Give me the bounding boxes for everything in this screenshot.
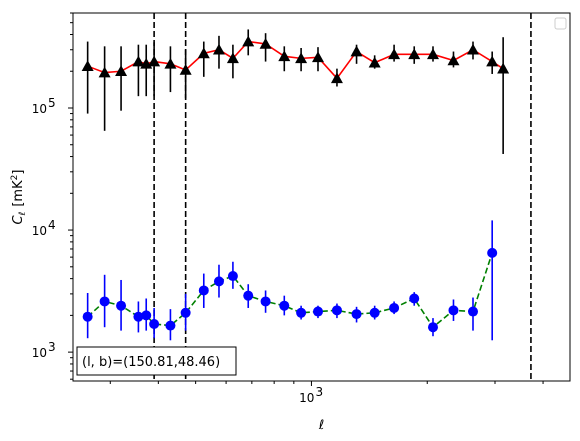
data-point-circle: [389, 302, 400, 313]
data-point-triangle: [226, 52, 239, 64]
data-point-circle: [409, 293, 420, 304]
data-point-triangle: [447, 54, 460, 66]
data-point-triangle: [278, 50, 291, 62]
data-point-triangle: [212, 43, 225, 55]
data-point-circle: [227, 271, 238, 282]
y-axis-label-unit: [mK: [11, 180, 26, 207]
data-point-triangle: [295, 52, 308, 64]
data-point-triangle: [368, 56, 381, 68]
data-point-triangle: [350, 45, 363, 57]
axis-ticks: 10 310 410 510 3: [32, 12, 544, 405]
data-point-triangle: [466, 43, 479, 55]
vertical-lines: [153, 13, 532, 381]
data-point-circle: [133, 311, 144, 322]
y-axis-label-unit-close: ]: [11, 170, 26, 175]
data-point-circle: [198, 285, 209, 296]
data-point-circle: [369, 307, 380, 318]
data-point-circle: [427, 322, 438, 333]
data-point-triangle: [81, 60, 94, 71]
plot-frame: [72, 12, 571, 382]
data-point-triangle: [330, 72, 343, 84]
series-layer: [81, 29, 510, 341]
data-point-triangle: [179, 63, 192, 75]
y-axis-label-sub: ℓ: [18, 212, 28, 217]
data-point-circle: [243, 290, 254, 301]
y-tick-label: 10: [32, 102, 47, 116]
data-point-circle: [213, 276, 224, 287]
data-point-circle: [448, 305, 459, 316]
data-point-triangle: [426, 48, 439, 60]
data-point-circle: [141, 310, 152, 321]
y-axis-label-main: C: [11, 214, 26, 224]
series-line: [87, 40, 504, 80]
annotation-box: [76, 346, 237, 376]
data-point-triangle: [164, 57, 177, 69]
data-point-circle: [279, 300, 290, 311]
data-point-triangle: [259, 37, 272, 49]
data-point-triangle: [311, 51, 324, 63]
data-point-triangle: [197, 47, 210, 59]
data-point-circle: [331, 305, 342, 316]
x-tick-label: 10: [299, 391, 314, 405]
y-axis-label-unit-sup: 2: [10, 175, 20, 181]
x-tick-label-exponent: 3: [315, 385, 323, 399]
data-point-circle: [165, 320, 176, 331]
data-point-circle: [260, 296, 271, 307]
data-point-circle: [351, 309, 362, 320]
data-point-triangle: [486, 55, 499, 67]
data-point-triangle: [242, 35, 255, 47]
series-2: [82, 220, 498, 341]
annotation-text: (l, b)=(150.81,48.46): [82, 355, 220, 370]
series-1: [81, 29, 510, 154]
data-point-circle: [296, 307, 307, 318]
y-axis-label: Cℓ [mK2]: [10, 170, 28, 225]
y-tick-label: 10: [32, 346, 47, 360]
data-point-triangle: [388, 48, 401, 60]
data-point-triangle: [408, 48, 421, 60]
data-point-circle: [180, 307, 191, 318]
y-tick-label-exponent: 4: [48, 218, 56, 232]
data-point-circle: [312, 306, 323, 317]
data-point-triangle: [115, 65, 128, 77]
data-point-triangle: [98, 66, 111, 78]
data-point-circle: [149, 318, 160, 329]
data-point-circle: [487, 247, 498, 258]
data-point-triangle: [132, 55, 145, 67]
legend-box: [554, 17, 567, 30]
data-point-circle: [99, 296, 110, 307]
data-point-circle: [467, 306, 478, 317]
data-point-circle: [116, 300, 127, 311]
y-tick-label-exponent: 3: [48, 340, 56, 354]
data-point-triangle: [148, 55, 161, 67]
data-point-circle: [82, 311, 93, 322]
data-point-triangle: [497, 62, 510, 74]
y-tick-label-exponent: 5: [48, 96, 56, 110]
x-axis-label: ℓ: [318, 418, 324, 433]
y-tick-label: 10: [32, 224, 47, 238]
